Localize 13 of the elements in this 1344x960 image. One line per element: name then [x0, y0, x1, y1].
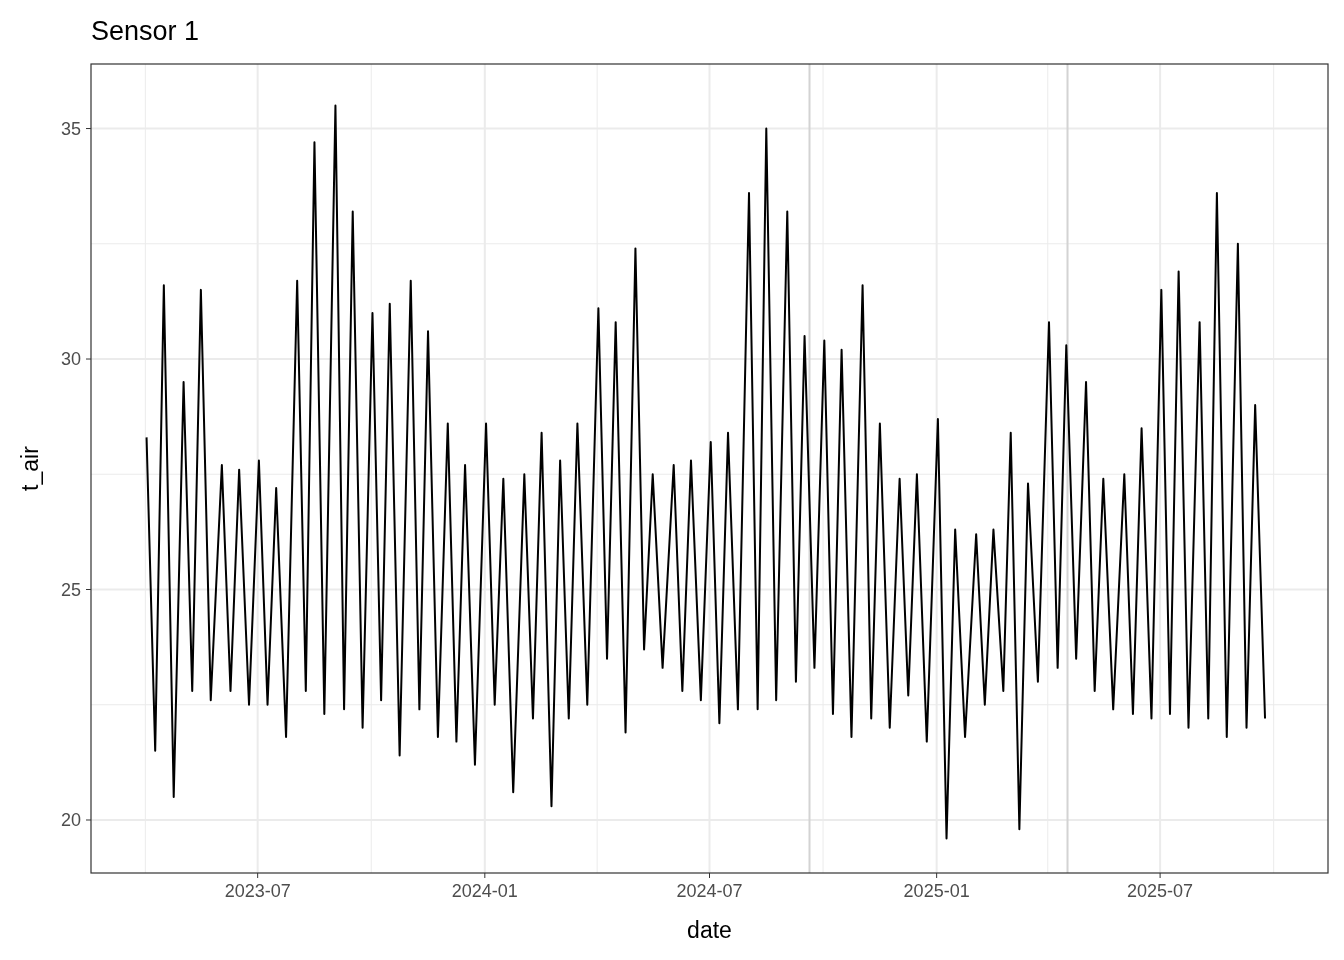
x-tick-label: 2023-07 — [224, 881, 291, 901]
x-tick-label: 2025-07 — [1127, 881, 1194, 901]
y-tick-label: 20 — [60, 809, 81, 830]
line-series — [145, 104, 1267, 840]
x-tick-label: 2024-07 — [676, 881, 743, 901]
y-tick-label: 35 — [60, 118, 81, 139]
y-axis-title: t_air — [17, 445, 43, 491]
y-tick-label: 25 — [60, 579, 81, 600]
y-tick-label: 30 — [60, 349, 81, 370]
x-tick-label: 2024-01 — [451, 881, 518, 901]
chart-title: Sensor 1 — [91, 16, 200, 46]
x-tick-label: 2025-01 — [903, 881, 970, 901]
x-axis-title: date — [687, 917, 732, 943]
